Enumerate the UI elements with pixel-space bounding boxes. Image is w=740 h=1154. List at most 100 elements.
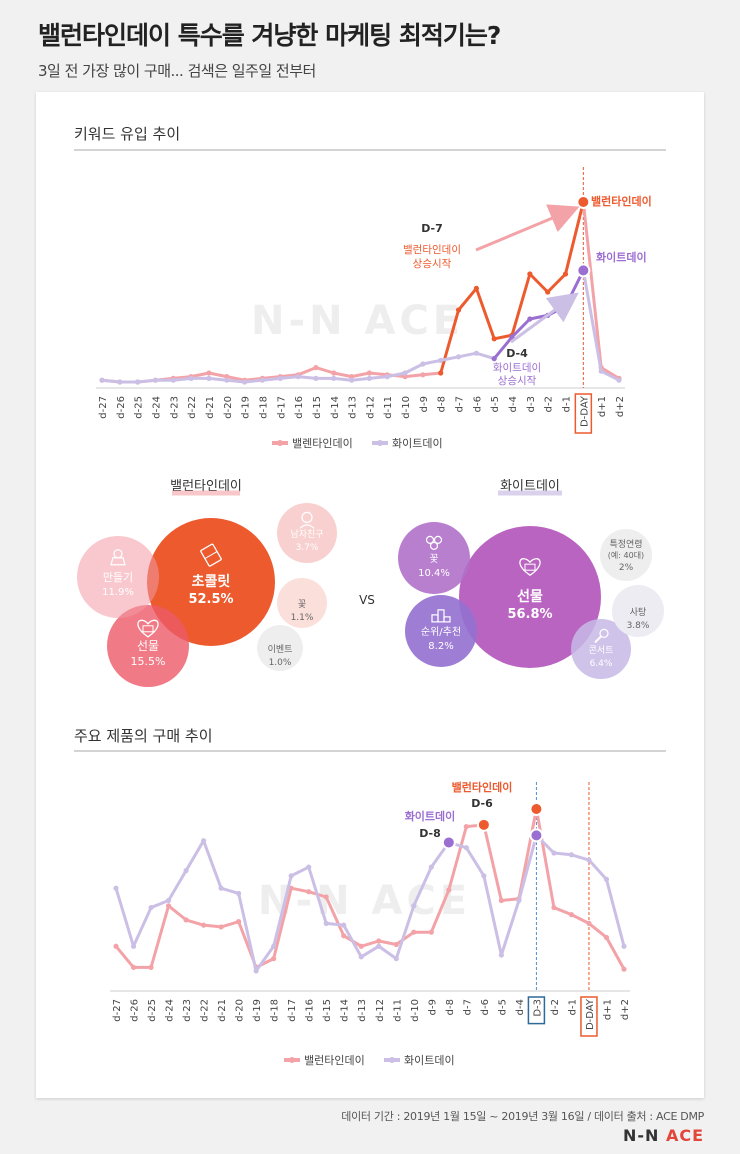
infographic-canvas: 키워드 유입 추이 N-N ACE d-27 d-26 d-25 d-24 d-23 d-… [74, 125, 666, 1067]
series-line-valentine [114, 807, 626, 970]
data-point [218, 924, 224, 930]
bubble-sublabel: (예: 40대) [608, 550, 644, 560]
bubble-circle [107, 605, 189, 687]
whiteday-bubble: 선물 56.8% [459, 526, 601, 668]
data-point [306, 864, 312, 870]
bubble-value: 52.5% [188, 592, 233, 607]
valentine-trend-arrow [475, 204, 580, 252]
bubble-value: 15.5% [131, 655, 166, 668]
x-tick-label: d-20 [223, 396, 234, 419]
x-tick-label: d-19 [241, 396, 252, 419]
data-point [148, 964, 154, 971]
data-point [224, 374, 230, 380]
data-point [341, 933, 347, 939]
chart-card: 키워드 유입 추이 N-N ACE d-27 d-26 d-25 d-24 d-23 d-… [36, 92, 704, 1098]
bubble-value: 11.9% [102, 587, 134, 598]
baking-icon [110, 549, 126, 566]
x-tick-label: d-15 [312, 396, 323, 419]
data-point [117, 379, 123, 385]
data-point [603, 876, 610, 883]
whiteday-bubble: 순위/추천 8.2% [405, 595, 477, 667]
data-point [402, 370, 408, 376]
x-tick-label: d-22 [200, 999, 211, 1022]
data-point [165, 897, 172, 904]
x-tick-label: d-2 [550, 999, 561, 1015]
bubble-label: 이벤트 [268, 644, 293, 655]
x-tick-label: d-24 [165, 999, 176, 1022]
x-tick-label: d-2 [544, 396, 555, 412]
x-tick-label: D-DAY [579, 395, 590, 427]
bubble-label: 사탕 [630, 607, 647, 618]
data-point [218, 885, 224, 891]
data-point [99, 377, 105, 383]
bubble-circle [600, 529, 652, 581]
bubble-circle [571, 619, 631, 679]
x-tick-label: d-8 [445, 999, 456, 1015]
data-point [441, 835, 456, 850]
data-point [527, 316, 533, 322]
x-tick-label: d-22 [187, 396, 198, 419]
purchase-trend-chart: d-27 d-26 d-25 d-24 d-23 d-22 d-21 d-20 d-19 d-18… [110, 780, 631, 1067]
data-point [341, 922, 347, 928]
bubble-circle [405, 595, 477, 667]
x-tick-label: d-16 [305, 999, 316, 1022]
x-tick-label: d+1 [602, 999, 613, 1020]
bubble-value: 10.4% [418, 568, 450, 579]
x-tick-label: d-11 [392, 999, 403, 1022]
x-tick-label: d-25 [134, 396, 145, 419]
x-tick-label: d-5 [497, 999, 508, 1015]
x-tick-label: d-3 [526, 396, 537, 412]
x-tick-label: d-21 [217, 999, 228, 1022]
d4-note: 상승시작 [498, 375, 537, 387]
watermark-logo: N-N ACE [251, 298, 464, 344]
data-point [491, 356, 497, 362]
d4-note: 화이트데이 [493, 362, 541, 374]
d7-note: 상승시작 [413, 258, 452, 270]
data-point [455, 307, 462, 313]
bubble-label: 남자친구 [290, 529, 323, 540]
data-point [358, 943, 364, 949]
x-tick-label: d-17 [287, 999, 298, 1022]
data-point [200, 922, 207, 928]
d7-note: 밸런타인데이 [403, 244, 461, 256]
x-tick-label: d-4 [515, 999, 526, 1015]
data-point [236, 890, 242, 897]
x-tick-label: d-10 [401, 396, 412, 419]
x-tick-label: d-1 [567, 999, 578, 1015]
x-tick-label: d+2 [620, 999, 631, 1020]
data-point [348, 377, 355, 383]
bubble-circle [459, 526, 601, 668]
whiteday-end-label: 화이트데이 [596, 250, 647, 264]
whiteday-bubble-group: 선물 56.8% 꽃 10.4% 순위/추천 8.2% 콘서트 6.4% 사탕 3.8% 특정연령(… [398, 522, 664, 679]
legend-label: 밸런타인데이 [304, 1054, 365, 1067]
data-point [576, 263, 591, 278]
x-tick-label: d-20 [235, 999, 246, 1022]
x-tick-label: d-21 [205, 396, 216, 419]
x-tick-label: d-1 [562, 396, 573, 412]
whiteday-bubble: 꽃 10.4% [398, 522, 470, 594]
data-point [621, 943, 627, 949]
heart-person-icon [299, 511, 315, 529]
bubble-value: 2% [619, 563, 634, 573]
data-point [476, 817, 491, 832]
x-tick-label: d-9 [427, 999, 438, 1015]
x-tick-label: d-19 [252, 999, 263, 1022]
highlight-box [574, 393, 593, 434]
whiteday-bubble: 사탕 3.8% [612, 585, 664, 637]
x-tick-label: d-23 [169, 396, 180, 419]
data-point [148, 904, 154, 911]
data-point [562, 271, 569, 277]
data-point [473, 285, 479, 291]
data-point [411, 903, 417, 909]
data-point [130, 943, 137, 949]
data-point [277, 375, 283, 381]
x-tick-label: d-11 [383, 396, 394, 419]
bubble-value: 3.8% [627, 621, 650, 631]
legend-dot [277, 440, 283, 446]
x-tick-label: d-24 [151, 396, 162, 419]
data-point [568, 852, 575, 858]
x-tick-label: d-18 [258, 396, 269, 419]
data-point [113, 885, 119, 891]
bubble-circle [398, 522, 470, 594]
x-tick-label: d-14 [330, 396, 341, 419]
